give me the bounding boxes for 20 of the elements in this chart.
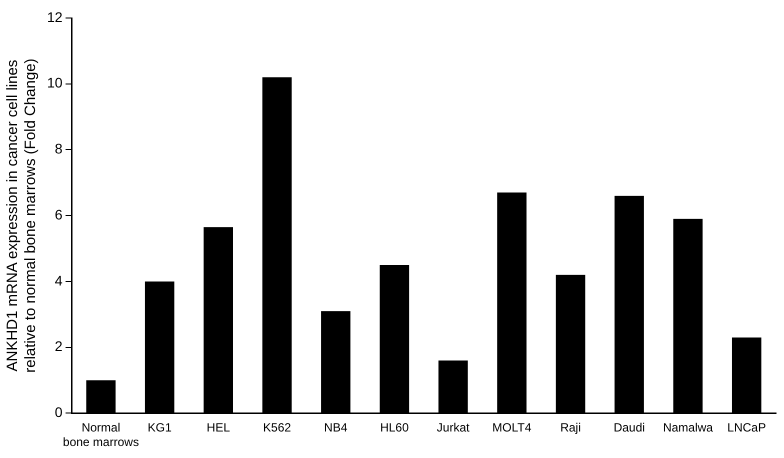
y-tick-label: 2 <box>54 338 63 354</box>
y-tick-label: 10 <box>46 74 63 91</box>
x-tick-label: Namalwa <box>662 420 714 435</box>
y-tick-label: 12 <box>46 8 63 25</box>
x-tick-label: NB4 <box>324 420 348 435</box>
x-tick-label: Jurkat <box>436 420 470 435</box>
y-tick-label: 0 <box>54 404 63 420</box>
y-axis-title: ANKHD1 mRNA expression in cancer cell lines relative to normal bone marrows (Fold Change) <box>4 58 40 373</box>
x-tick-label: HL60 <box>380 420 410 435</box>
x-tick-label: MOLT4 <box>492 420 532 435</box>
x-tick-label: Raji <box>560 420 581 435</box>
x-tick-label: Daudi <box>614 420 645 435</box>
y-tick-label: 8 <box>54 140 63 157</box>
x-tick-label: K562 <box>263 420 292 435</box>
y-tick-label: 6 <box>54 206 63 222</box>
x-tick-label: LNCaP <box>727 420 766 435</box>
y-tick-label: 4 <box>54 272 63 288</box>
x-tick-label: HEL <box>206 420 230 435</box>
x-tick-label: Normal bone marrows <box>62 420 139 450</box>
x-tick-label: KG1 <box>148 420 172 435</box>
